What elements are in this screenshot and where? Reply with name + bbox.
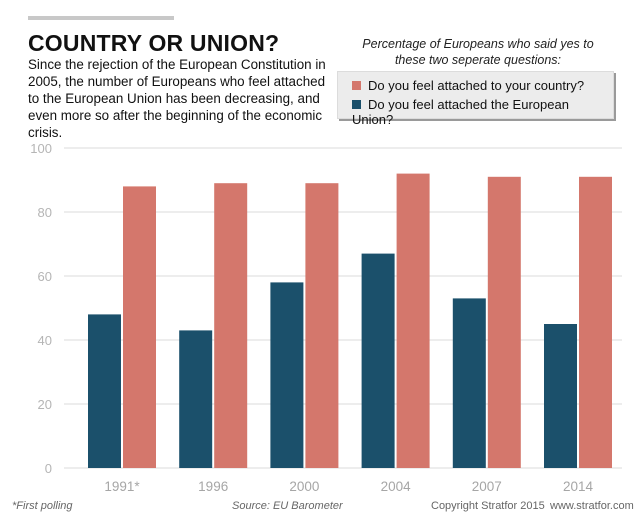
- chart-subtitle: Since the rejection of the European Cons…: [28, 57, 326, 140]
- chart-title: COUNTRY OR UNION?: [28, 30, 280, 56]
- website-link[interactable]: www.stratfor.com: [550, 500, 634, 512]
- source-note: Source: EU Barometer: [232, 500, 343, 512]
- top-rule: [28, 16, 174, 20]
- bar-country: [214, 183, 248, 468]
- bar-country: [487, 176, 521, 469]
- x-tick-label: 2007: [472, 479, 502, 494]
- legend-swatch-eu: [352, 100, 361, 109]
- y-tick-label: 80: [38, 205, 52, 220]
- legend-swatch-country: [352, 81, 361, 90]
- y-tick-label: 60: [38, 269, 52, 284]
- bar-country: [123, 186, 156, 468]
- bar-eu: [88, 314, 121, 468]
- bar-country: [579, 176, 612, 469]
- legend: Do you feel attached to your country? Do…: [337, 71, 614, 127]
- x-tick-label: 1991*: [104, 479, 140, 494]
- bar-eu: [452, 298, 486, 468]
- bar-chart: 0 20 40 60 80 100 1991* 1996 2000 2004 2007 2014: [30, 141, 622, 494]
- y-tick-label: 20: [38, 397, 52, 412]
- bar-eu: [544, 324, 577, 468]
- x-tick-label: 2004: [381, 479, 412, 494]
- legend-label-eu: Do you feel attached the European Union?: [352, 97, 569, 127]
- y-tick-label: 100: [30, 141, 52, 156]
- y-tick-label: 0: [45, 461, 52, 476]
- bar-country: [396, 173, 430, 468]
- legend-item-eu: Do you feel attached the European Union?: [352, 97, 613, 127]
- footnote: *First polling: [12, 500, 73, 512]
- bar-eu: [179, 330, 213, 468]
- legend-title: Percentage of Europeans who said yes to …: [362, 37, 594, 67]
- x-tick-label: 2000: [289, 479, 319, 494]
- legend-item-country: Do you feel attached to your country?: [352, 78, 584, 93]
- bar-eu: [270, 282, 304, 468]
- bar-country: [305, 183, 339, 468]
- copyright: Copyright Stratfor 2015: [431, 500, 545, 512]
- x-tick-label: 1996: [198, 479, 228, 494]
- x-tick-label: 2014: [563, 479, 594, 494]
- bar-eu: [361, 253, 395, 468]
- legend-label-country: Do you feel attached to your country?: [368, 78, 585, 93]
- y-tick-label: 40: [38, 333, 52, 348]
